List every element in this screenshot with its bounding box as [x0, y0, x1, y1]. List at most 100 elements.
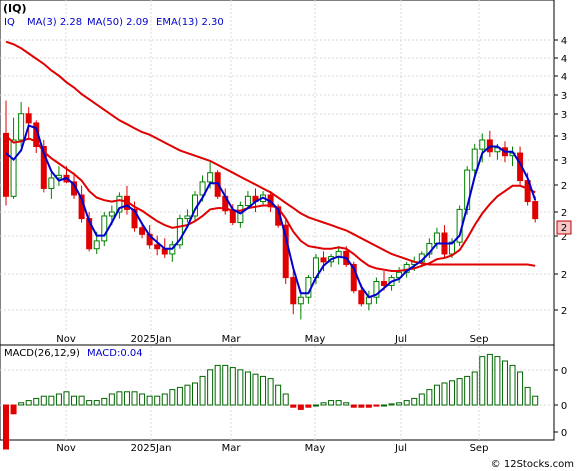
candle	[297, 290, 304, 320]
macd-bar	[479, 356, 486, 406]
price-tick-label: 2	[561, 270, 567, 281]
price-tick-label: 4	[561, 54, 567, 65]
macd-x-tick-label: Sep	[470, 443, 489, 454]
price-x-tick-label: Sep	[470, 334, 489, 345]
macd-bar	[426, 389, 433, 406]
candle	[244, 191, 251, 210]
candle	[532, 196, 539, 223]
macd-bar	[10, 404, 17, 415]
macd-bar	[532, 395, 539, 406]
candle	[184, 209, 191, 223]
candle	[3, 100, 9, 206]
candle	[48, 172, 55, 199]
candle-body	[176, 218, 183, 246]
candle-body	[93, 240, 100, 250]
macd-bar	[199, 375, 206, 406]
macd-bar	[312, 404, 319, 407]
macd-bar	[260, 375, 267, 406]
price-tick-label: 2	[561, 181, 567, 192]
macd-x-tick-label: May	[305, 443, 326, 454]
macd-bar	[48, 395, 55, 406]
macd-bar	[176, 386, 183, 406]
macd-bar	[517, 371, 524, 406]
macd-bar	[358, 404, 365, 408]
macd-bar	[441, 382, 448, 406]
price-x-tick-label: May	[305, 334, 326, 345]
macd-bar	[116, 391, 123, 406]
macd-bar	[252, 373, 259, 406]
price-x-axis: Nov 2025Jan Mar May Jul Sep	[56, 334, 488, 345]
macd-bar	[343, 402, 350, 406]
candle-body	[184, 215, 191, 220]
candle	[320, 251, 327, 272]
price-tick-label: 2	[561, 208, 567, 219]
last-price-marker	[556, 220, 572, 235]
macd-bar	[267, 378, 274, 406]
macd-bar	[433, 384, 440, 406]
ema13-line	[5, 135, 536, 272]
macd-bar	[25, 400, 32, 406]
macd-bar	[237, 369, 244, 406]
macd-bar	[86, 400, 93, 406]
macd-bar	[320, 402, 327, 406]
last-price-label: 2	[561, 223, 567, 234]
legend-ma50: MA(50) 2.09	[87, 17, 148, 28]
footer-copyright: © 12Stocks.com	[490, 459, 574, 470]
macd-bar	[139, 393, 146, 406]
price-x-tick-label: Mar	[222, 334, 242, 345]
candle-body	[532, 201, 539, 220]
price-tick-label: 3	[561, 132, 567, 143]
candle-body	[381, 281, 387, 286]
candle	[116, 192, 123, 219]
macd-bar	[63, 391, 70, 406]
macd-tick-label: 0	[561, 428, 567, 439]
macd-bar	[373, 404, 380, 407]
macd-bar	[184, 384, 191, 406]
macd-bar	[3, 404, 9, 450]
candle-body	[373, 281, 380, 298]
candle	[290, 271, 297, 315]
price-panel	[0, 0, 555, 346]
candle-body	[244, 195, 251, 206]
candle-body	[471, 148, 478, 171]
candle-body	[3, 132, 9, 197]
macd-bar	[350, 404, 357, 408]
candle-body	[207, 172, 214, 183]
macd-bar	[388, 403, 395, 406]
candle	[176, 214, 183, 249]
macd-bar	[222, 364, 229, 406]
macd-x-tick-label: Nov	[56, 443, 76, 454]
macd-bar	[18, 402, 25, 406]
macd-bar	[40, 395, 47, 406]
macd-bar	[229, 367, 236, 406]
macd-bar	[282, 393, 289, 406]
candle	[471, 143, 478, 176]
candle-body	[350, 263, 357, 292]
macd-bar	[305, 404, 312, 408]
macd-bar	[154, 395, 161, 406]
macd-bar	[101, 397, 108, 406]
candle-body	[199, 181, 206, 196]
macd-x-axis: Nov 2025Jan Mar May Jul Sep	[56, 443, 488, 454]
price-tick-label: 2	[561, 232, 567, 243]
macd-bar	[108, 393, 115, 406]
macd-bar	[449, 380, 456, 406]
price-x-tick-label: Nov	[56, 334, 76, 345]
macd-bar	[93, 400, 100, 406]
macd-bar	[161, 393, 168, 406]
candle-body	[101, 215, 108, 242]
macd-legend: MACD(26,12,9)	[4, 348, 80, 359]
candle-body	[48, 177, 55, 189]
candle-body	[154, 244, 161, 250]
macd-bar	[192, 382, 198, 406]
macd-bar	[131, 391, 138, 406]
macd-bar	[123, 391, 130, 406]
macd-bar	[456, 378, 463, 406]
candle	[101, 212, 108, 247]
ma3-line	[5, 124, 537, 299]
candle-body	[25, 113, 32, 124]
macd-y-axis: 0 0 0	[554, 366, 567, 439]
candle	[25, 107, 32, 140]
candle-body	[18, 113, 25, 141]
macd-tick-label: 0	[561, 366, 567, 377]
